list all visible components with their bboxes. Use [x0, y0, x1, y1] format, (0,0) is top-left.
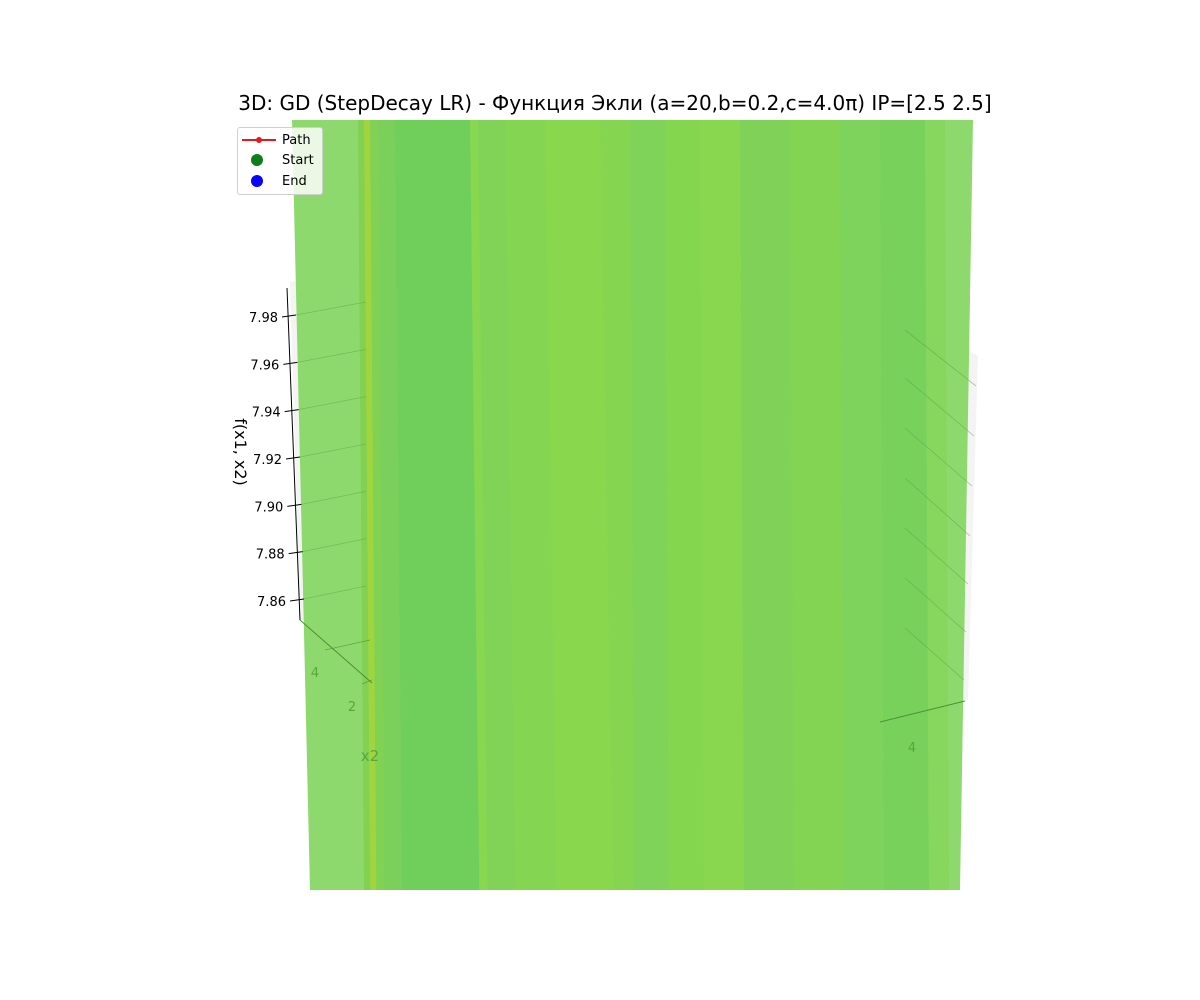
z-tick-mark — [288, 551, 303, 555]
z-tick-label: 7.90 — [254, 500, 283, 515]
grid-line — [904, 627, 965, 681]
z-tick-mark — [289, 598, 305, 602]
z-tick-label: 7.92 — [253, 453, 282, 468]
grid-line — [904, 427, 973, 487]
legend-item-path: Path — [238, 130, 322, 150]
surface-band — [470, 120, 488, 890]
surface-band — [630, 120, 669, 890]
grid-line — [904, 577, 967, 633]
grid-line — [297, 348, 367, 363]
legend-label-start: Start — [282, 153, 314, 168]
surface-band — [790, 120, 844, 890]
grid-line — [904, 329, 977, 387]
z-tick-mark — [281, 314, 297, 318]
surface-band — [478, 120, 516, 890]
z-axis-line — [286, 287, 301, 621]
y-axis-line — [299, 619, 373, 684]
legend-label-path: Path — [282, 133, 311, 148]
grid-line — [302, 538, 367, 553]
grid-line — [361, 679, 373, 685]
grid-line — [904, 477, 971, 537]
surface-band — [545, 120, 614, 890]
z-tick-mark — [283, 361, 298, 365]
x-axis-line — [879, 700, 966, 723]
x-tick-4: 4 — [908, 741, 916, 756]
surface-band — [925, 120, 949, 890]
z-tick-label: 7.94 — [252, 406, 281, 421]
z-tick-label: 7.86 — [257, 595, 286, 610]
legend: Path Start End — [237, 127, 323, 195]
z-axis: 7.98 7.96 7.94 7.92 7.90 7.88 7.86 f(x1, x2) 4… — [231, 287, 966, 765]
grid-line — [904, 377, 975, 437]
legend-item-end: End — [238, 171, 322, 191]
z-axis-label: f(x1, x2) — [231, 418, 250, 486]
grid-line — [299, 443, 367, 458]
surface-band — [880, 120, 929, 890]
path-line-icon — [242, 137, 276, 143]
y-tick-4: 4 — [311, 666, 319, 681]
grid-line — [301, 490, 367, 505]
surface-band — [665, 120, 704, 890]
y-axis-label: x2 — [361, 747, 379, 765]
z-tick-mark — [285, 456, 301, 460]
z-tick-mark — [284, 409, 299, 413]
grid-line — [303, 585, 367, 600]
start-marker-icon — [251, 154, 263, 166]
surface-band — [600, 120, 634, 890]
chart-title: 3D: GD (StepDecay LR) - Функция Экли (a=… — [238, 91, 992, 115]
surface-band — [505, 120, 557, 890]
surface-band — [395, 120, 480, 890]
surface-band — [364, 120, 377, 890]
surface-plot — [292, 120, 973, 890]
grid-line — [904, 527, 969, 585]
y-tick-2: 2 — [348, 700, 356, 715]
surface-band — [740, 120, 794, 890]
legend-item-start: Start — [238, 150, 322, 170]
z-tick-label: 7.98 — [249, 311, 278, 326]
z-tick-label: 7.96 — [250, 358, 279, 373]
grid-lines — [295, 301, 977, 685]
z-tick-label: 7.88 — [256, 548, 285, 563]
grid-line — [295, 301, 367, 316]
surface-band — [378, 120, 403, 890]
z-tick-mark — [287, 503, 302, 507]
end-marker-icon — [251, 175, 263, 187]
grid-line — [298, 396, 367, 411]
surface-band — [840, 120, 884, 890]
legend-label-end: End — [282, 174, 307, 189]
surface-stripes — [358, 120, 949, 890]
surface-band — [700, 120, 744, 890]
z-ticks: 7.98 7.96 7.94 7.92 7.90 7.88 7.86 — [249, 311, 305, 610]
